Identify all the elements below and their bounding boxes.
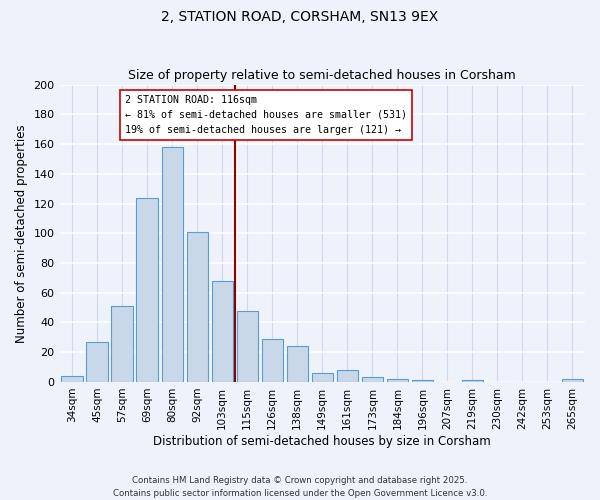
X-axis label: Distribution of semi-detached houses by size in Corsham: Distribution of semi-detached houses by …: [154, 434, 491, 448]
Text: Contains HM Land Registry data © Crown copyright and database right 2025.
Contai: Contains HM Land Registry data © Crown c…: [113, 476, 487, 498]
Bar: [287, 346, 308, 382]
Bar: [362, 378, 383, 382]
Bar: [311, 373, 333, 382]
Bar: [86, 342, 108, 382]
Bar: [562, 379, 583, 382]
Bar: [412, 380, 433, 382]
Y-axis label: Number of semi-detached properties: Number of semi-detached properties: [15, 124, 28, 342]
Text: 2 STATION ROAD: 116sqm
← 81% of semi-detached houses are smaller (531)
19% of se: 2 STATION ROAD: 116sqm ← 81% of semi-det…: [125, 95, 407, 134]
Title: Size of property relative to semi-detached houses in Corsham: Size of property relative to semi-detach…: [128, 69, 516, 82]
Bar: [161, 147, 183, 382]
Bar: [187, 232, 208, 382]
Bar: [387, 379, 408, 382]
Bar: [61, 376, 83, 382]
Text: 2, STATION ROAD, CORSHAM, SN13 9EX: 2, STATION ROAD, CORSHAM, SN13 9EX: [161, 10, 439, 24]
Bar: [236, 310, 258, 382]
Bar: [462, 380, 483, 382]
Bar: [112, 306, 133, 382]
Bar: [262, 339, 283, 382]
Bar: [337, 370, 358, 382]
Bar: [212, 281, 233, 382]
Bar: [136, 198, 158, 382]
